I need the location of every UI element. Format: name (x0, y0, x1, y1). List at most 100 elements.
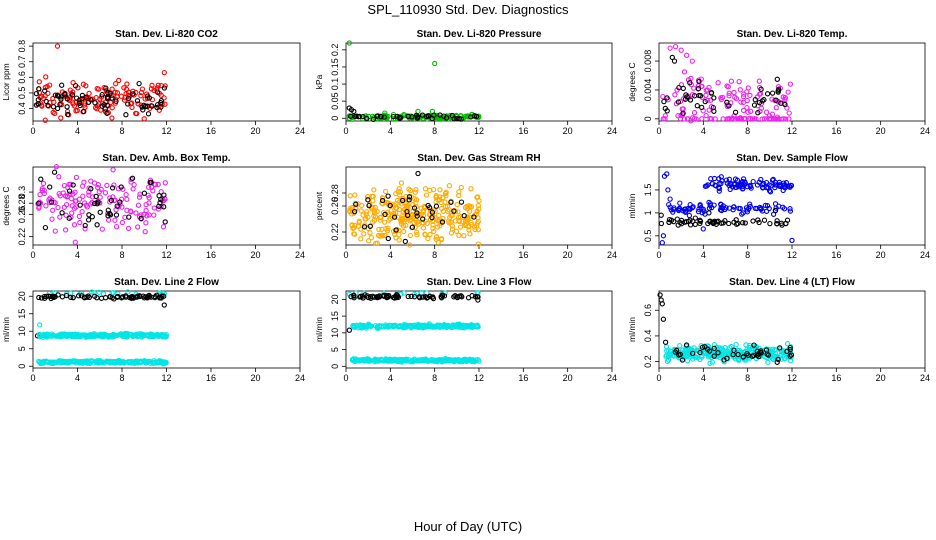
data-point (468, 357, 475, 364)
data-point (450, 358, 456, 364)
data-point (473, 113, 480, 120)
x-tick-label: 16 (206, 250, 216, 260)
x-tick-label: 16 (518, 126, 528, 136)
data-point (161, 204, 167, 210)
data-point (778, 100, 784, 106)
data-point (740, 107, 747, 114)
data-point (100, 100, 106, 106)
data-point (764, 91, 771, 97)
data-point (442, 323, 448, 329)
data-point (409, 358, 416, 364)
y-tick-label: 0.26 (330, 197, 340, 215)
data-point (161, 302, 167, 308)
data-point (109, 115, 115, 121)
data-point (429, 209, 436, 215)
data-point (70, 89, 76, 95)
data-point (63, 292, 70, 299)
data-point (458, 184, 464, 191)
data-point (141, 190, 148, 196)
data-point (436, 115, 443, 122)
data-point (384, 357, 390, 363)
data-point (414, 229, 420, 235)
data-point (695, 208, 702, 215)
data-point (102, 190, 109, 196)
y-tick-label: 0 (643, 116, 653, 121)
data-point (679, 357, 686, 363)
data-point (660, 116, 666, 122)
data-point (427, 293, 433, 300)
data-point (423, 356, 429, 362)
data-point (787, 346, 793, 353)
data-point (449, 212, 455, 219)
data-point (133, 210, 139, 216)
data-point (690, 350, 696, 357)
data-point (711, 345, 717, 352)
data-point (392, 231, 398, 238)
data-point (72, 189, 78, 195)
data-point (400, 357, 407, 363)
data-point (703, 112, 709, 119)
data-point (743, 357, 749, 363)
x-tick-label: 0 (30, 126, 35, 136)
data-point (429, 214, 435, 221)
data-point (697, 217, 703, 223)
data-point (671, 58, 678, 64)
data-point (765, 352, 772, 358)
data-point (439, 205, 445, 212)
data-point (113, 98, 119, 104)
data-point (38, 176, 44, 182)
data-point (81, 108, 87, 115)
data-point (699, 344, 706, 350)
data-point (741, 115, 747, 122)
data-point (733, 95, 740, 102)
data-point (116, 77, 122, 84)
data-point (358, 236, 364, 242)
data-point (710, 219, 716, 225)
data-point (124, 196, 130, 202)
y-tick-label: 0.2 (330, 44, 340, 57)
data-point (82, 222, 88, 229)
series-orange (347, 180, 482, 248)
data-point (43, 98, 49, 105)
data-point (369, 206, 375, 212)
data-point (162, 180, 168, 186)
data-point (432, 60, 438, 67)
panel-5: Stan. Dev. Gas Stream RH percent 0 4 8 12 16 20… (314, 153, 617, 260)
data-point (396, 206, 403, 213)
data-point (68, 181, 74, 187)
panel-6: Stan. Dev. Sample Flow ml/min 0 4 8 12 16 20 24 0… (627, 153, 930, 260)
y-tick-label: 0 (330, 116, 340, 121)
data-point (657, 292, 663, 298)
data-point (414, 232, 420, 238)
data-point (50, 332, 56, 338)
panel-title: Stan. Dev. Amb. Box Temp. (102, 153, 230, 164)
data-point (144, 93, 151, 99)
data-point (110, 360, 116, 366)
data-point (774, 220, 780, 227)
data-point (163, 333, 169, 340)
x-tick-label: 20 (250, 373, 260, 383)
x-tick-label: 16 (206, 126, 216, 136)
data-point (684, 116, 691, 122)
data-point (430, 294, 436, 300)
data-point (100, 291, 107, 297)
data-point (406, 197, 412, 203)
data-point (692, 215, 698, 221)
figure-title: SPL_110930 Std. Dev. Diagnostics (367, 2, 569, 17)
data-point (415, 170, 421, 177)
data-point (718, 204, 724, 211)
data-point (68, 294, 74, 301)
data-point (151, 212, 157, 218)
y-axis-label: ml/min (627, 317, 637, 342)
data-point (669, 54, 675, 61)
x-tick-label: 24 (295, 126, 305, 136)
data-point (109, 185, 116, 191)
data-point (768, 183, 774, 189)
data-point (475, 202, 481, 209)
data-point (780, 204, 786, 210)
data-point (745, 352, 751, 358)
data-point (158, 196, 164, 203)
y-tick-label: 0.2 (643, 355, 653, 368)
x-tick-label: 12 (161, 373, 171, 383)
